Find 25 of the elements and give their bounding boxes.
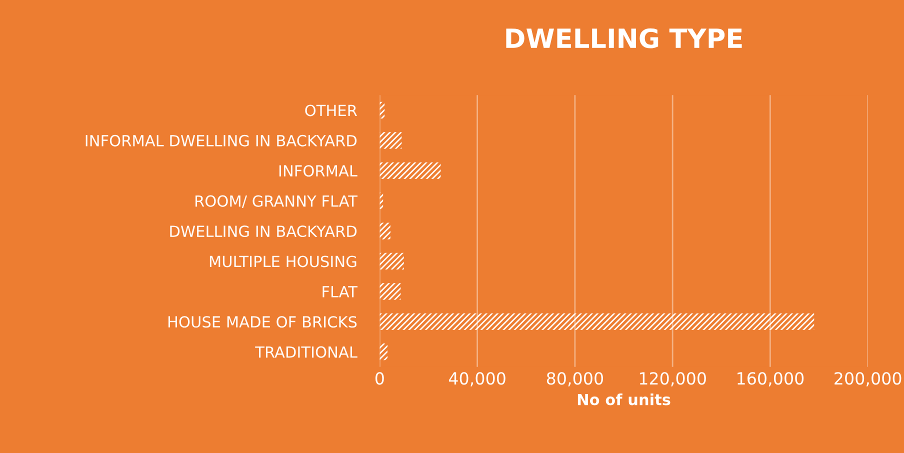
- x-tick-label: 160,000: [738, 372, 804, 386]
- bar: [380, 162, 441, 179]
- bar: [380, 102, 385, 119]
- x-tick-label: 0: [375, 372, 384, 385]
- y-tick-label: ROOM/ GRANNY FLAT: [196, 195, 358, 208]
- bar: [380, 313, 814, 330]
- x-tick-label: 120,000: [640, 372, 706, 386]
- x-tick-label: 200,000: [834, 372, 902, 386]
- chart-title: DWELLING TYPE: [506, 28, 742, 48]
- y-tick-label: TRADITIONAL: [255, 346, 358, 358]
- x-axis-title: No of units: [578, 393, 670, 406]
- x-tick-label: 80,000: [546, 372, 603, 386]
- y-tick-label: OTHER: [305, 104, 358, 116]
- bar: [380, 252, 404, 270]
- y-tick-label: HOUSE MADE OF BRICKS: [168, 316, 357, 328]
- y-tick-label: DWELLING IN BACKYARD: [170, 225, 357, 238]
- y-tick-label: INFORMAL DWELLING IN BACKYARD: [86, 134, 357, 146]
- bar: [380, 283, 401, 300]
- bar: [380, 222, 390, 240]
- y-tick-label: FLAT: [322, 286, 358, 298]
- y-tick-label: INFORMAL: [279, 165, 358, 177]
- x-tick-label: 40,000: [448, 372, 506, 386]
- y-tick-label: MULTIPLE HOUSING: [210, 256, 356, 268]
- bar: [380, 132, 402, 149]
- bar: [380, 344, 388, 360]
